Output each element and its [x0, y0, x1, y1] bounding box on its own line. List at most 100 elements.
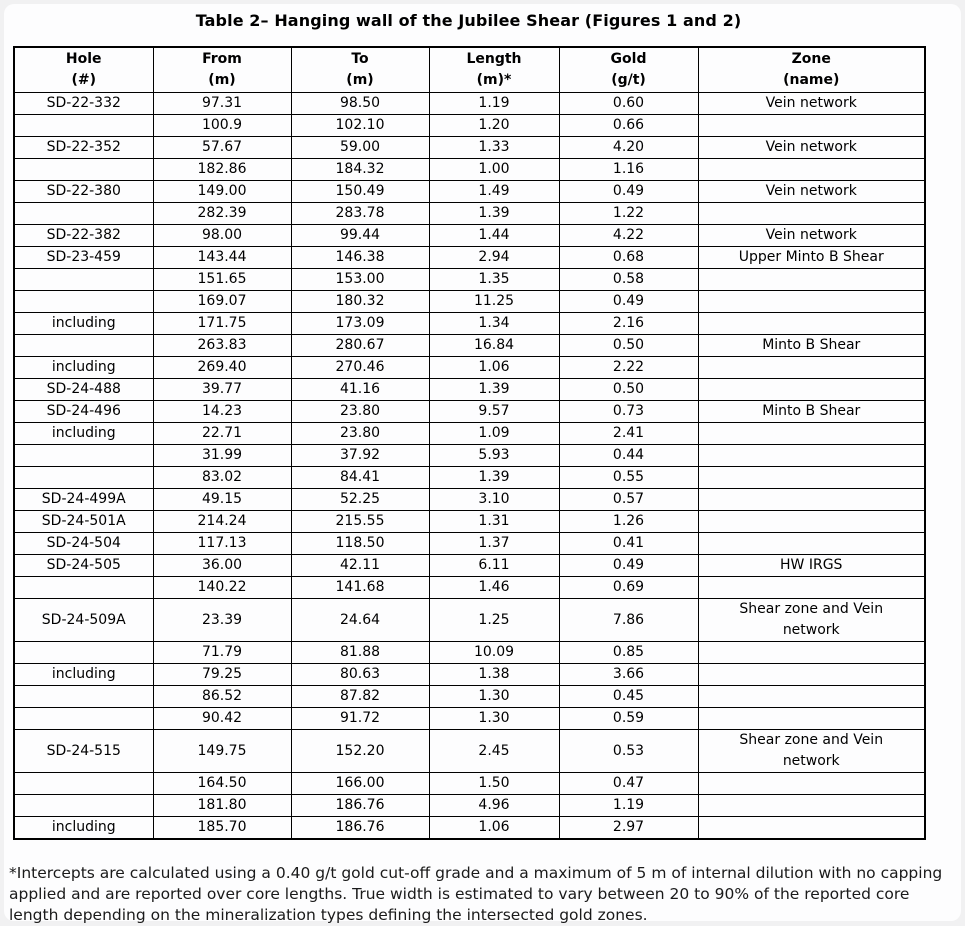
- column-header-to: To (m): [290, 46, 430, 93]
- cell-hole: SD-22-380: [13, 180, 154, 203]
- column-header-hole: Hole (#): [13, 46, 154, 93]
- cell-gold: 0.50: [558, 334, 699, 357]
- cell-zone: [697, 532, 926, 555]
- cell-zone: [697, 685, 926, 708]
- cell-to: 91.72: [290, 707, 430, 730]
- cell-hole: [13, 576, 154, 599]
- cell-zone: [697, 114, 926, 137]
- cell-to: 81.88: [290, 641, 430, 664]
- cell-zone: [697, 510, 926, 533]
- cell-from: 90.42: [152, 707, 292, 730]
- cell-to: 215.55: [290, 510, 430, 533]
- column-unit: (m): [346, 72, 374, 88]
- cell-length: 3.10: [428, 488, 560, 511]
- table-row: including 22.71 23.80 1.09 2.41: [13, 422, 926, 445]
- cell-length: 1.20: [428, 114, 560, 137]
- cell-zone: HW IRGS: [697, 554, 926, 577]
- cell-to: 84.41: [290, 466, 430, 489]
- table-row: 263.83 280.67 16.84 0.50 Minto B Shear: [13, 334, 926, 357]
- cell-gold: 3.66: [558, 663, 699, 686]
- table-row: including 269.40 270.46 1.06 2.22: [13, 356, 926, 379]
- cell-length: 1.33: [428, 136, 560, 159]
- cell-length: 1.39: [428, 466, 560, 489]
- cell-hole: SD-24-515: [13, 729, 154, 773]
- cell-length: 1.46: [428, 576, 560, 599]
- cell-hole: SD-24-501A: [13, 510, 154, 533]
- cell-zone: [697, 356, 926, 379]
- cell-hole: including: [13, 356, 154, 379]
- cell-from: 79.25: [152, 663, 292, 686]
- cell-from: 14.23: [152, 400, 292, 423]
- cell-gold: 2.41: [558, 422, 699, 445]
- cell-from: 169.07: [152, 290, 292, 313]
- cell-from: 71.79: [152, 641, 292, 664]
- column-unit: (g/t): [611, 72, 646, 88]
- cell-gold: 0.49: [558, 180, 699, 203]
- table-row: SD-24-505 36.00 42.11 6.11 0.49 HW IRGS: [13, 554, 926, 577]
- table-row: 90.42 91.72 1.30 0.59: [13, 707, 926, 730]
- cell-hole: [13, 334, 154, 357]
- table-row: 182.86 184.32 1.00 1.16: [13, 158, 926, 181]
- cell-from: 151.65: [152, 268, 292, 291]
- cell-hole: SD-22-382: [13, 224, 154, 247]
- cell-hole: [13, 685, 154, 708]
- cell-to: 173.09: [290, 312, 430, 335]
- cell-from: 36.00: [152, 554, 292, 577]
- cell-to: 180.32: [290, 290, 430, 313]
- cell-from: 143.44: [152, 246, 292, 269]
- cell-length: 6.11: [428, 554, 560, 577]
- table-row: 100.9 102.10 1.20 0.66: [13, 114, 926, 137]
- table-body: SD-22-332 97.31 98.50 1.19 0.60 Vein network 1…: [13, 92, 926, 840]
- cell-to: 41.16: [290, 378, 430, 401]
- cell-hole: [13, 772, 154, 795]
- cell-to: 283.78: [290, 202, 430, 225]
- table-row: 86.52 87.82 1.30 0.45: [13, 685, 926, 708]
- column-label: From: [202, 51, 242, 67]
- cell-to: 186.76: [290, 816, 430, 840]
- cell-length: 1.00: [428, 158, 560, 181]
- cell-zone: [697, 312, 926, 335]
- cell-zone: [697, 641, 926, 664]
- cell-from: 140.22: [152, 576, 292, 599]
- column-unit: (m): [208, 72, 236, 88]
- cell-length: 1.44: [428, 224, 560, 247]
- cell-zone: [697, 663, 926, 686]
- cell-zone: [697, 444, 926, 467]
- table-row: including 79.25 80.63 1.38 3.66: [13, 663, 926, 686]
- cell-hole: [13, 641, 154, 664]
- table-row: SD-24-515 149.75 152.20 2.45 0.53 Shear zone …: [13, 729, 926, 773]
- table-row: SD-24-488 39.77 41.16 1.39 0.50: [13, 378, 926, 401]
- cell-hole: [13, 707, 154, 730]
- table-row: 164.50 166.00 1.50 0.47: [13, 772, 926, 795]
- cell-zone: Shear zone and Vein network: [697, 729, 926, 773]
- cell-to: 146.38: [290, 246, 430, 269]
- cell-to: 87.82: [290, 685, 430, 708]
- cell-gold: 2.97: [558, 816, 699, 840]
- cell-zone: [697, 772, 926, 795]
- cell-gold: 0.53: [558, 729, 699, 773]
- table-row: 151.65 153.00 1.35 0.58: [13, 268, 926, 291]
- table-row: SD-23-459 143.44 146.38 2.94 0.68 Upper Minto…: [13, 246, 926, 269]
- cell-gold: 1.22: [558, 202, 699, 225]
- cell-from: 263.83: [152, 334, 292, 357]
- cell-gold: 1.16: [558, 158, 699, 181]
- cell-from: 57.67: [152, 136, 292, 159]
- column-header-zone: Zone (name): [697, 46, 926, 93]
- cell-zone: [697, 422, 926, 445]
- cell-hole: [13, 268, 154, 291]
- cell-length: 2.45: [428, 729, 560, 773]
- cell-gold: 1.19: [558, 794, 699, 817]
- cell-length: 1.09: [428, 422, 560, 445]
- cell-gold: 0.59: [558, 707, 699, 730]
- cell-hole: [13, 202, 154, 225]
- cell-length: 1.37: [428, 532, 560, 555]
- cell-length: 9.57: [428, 400, 560, 423]
- cell-zone: [697, 794, 926, 817]
- cell-from: 31.99: [152, 444, 292, 467]
- cell-to: 23.80: [290, 422, 430, 445]
- cell-hole: SD-22-332: [13, 92, 154, 115]
- cell-length: 1.30: [428, 685, 560, 708]
- cell-to: 152.20: [290, 729, 430, 773]
- cell-to: 24.64: [290, 598, 430, 642]
- cell-from: 185.70: [152, 816, 292, 840]
